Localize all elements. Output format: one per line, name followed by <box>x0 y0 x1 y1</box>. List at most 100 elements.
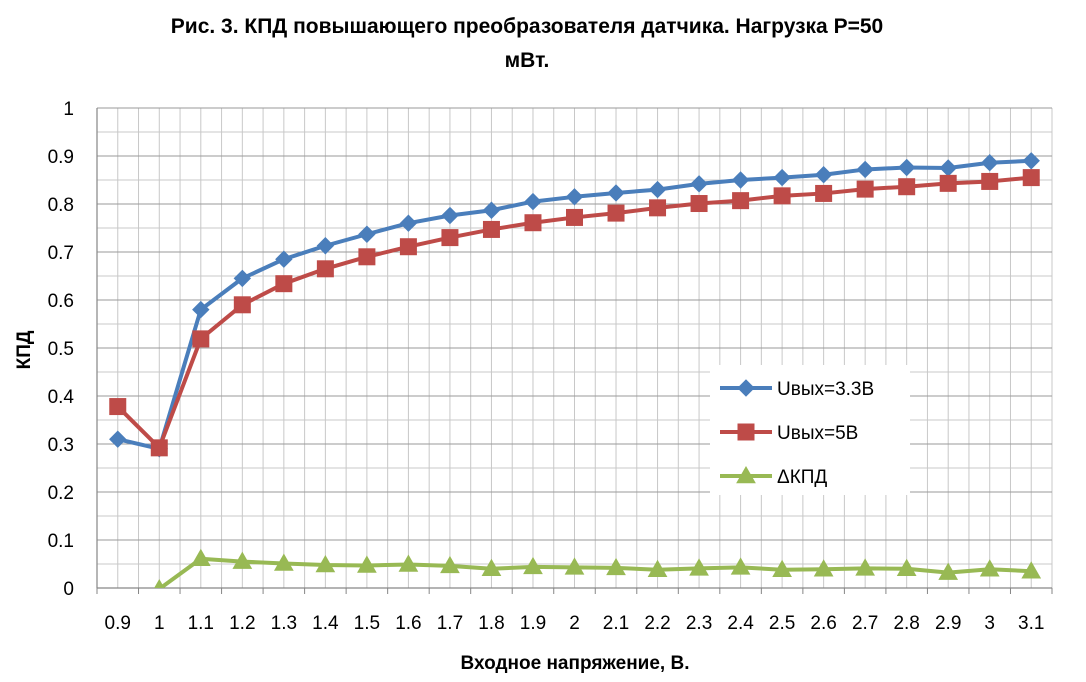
x-tick-label: 2 <box>569 613 580 634</box>
x-tick-label: 3 <box>984 613 995 634</box>
data-point <box>731 171 750 189</box>
gridlines <box>96 107 1053 589</box>
data-point <box>1021 561 1042 579</box>
data-point <box>606 557 626 576</box>
chart-title-line2: мВт. <box>505 49 550 72</box>
x-tick-label: 1.3 <box>271 613 297 634</box>
data-point <box>938 562 959 580</box>
y-tick-label: 0.4 <box>48 387 75 408</box>
data-point <box>192 300 210 319</box>
series-3 <box>154 548 1042 588</box>
data-point <box>524 214 542 232</box>
data-point <box>773 168 791 187</box>
data-point <box>565 188 584 206</box>
data-point <box>939 174 957 192</box>
y-tick-label: 0.7 <box>48 243 74 264</box>
x-tick-label: 2.2 <box>644 613 670 634</box>
legend-item-3: ΔКПД <box>720 465 827 488</box>
data-point <box>815 184 833 202</box>
data-point <box>856 180 874 198</box>
legend-marker <box>737 423 755 441</box>
y-tick-label: 0 <box>63 579 74 600</box>
y-tick-label: 0.1 <box>48 531 74 552</box>
data-point <box>275 250 293 268</box>
y-tick-label: 0.8 <box>48 195 74 216</box>
data-point <box>897 158 916 177</box>
series-layer <box>109 152 1042 588</box>
y-tick-label: 1 <box>63 99 74 120</box>
legend-item-2: Uвых=5В <box>720 423 858 444</box>
data-point <box>190 548 211 566</box>
data-point <box>273 553 294 571</box>
data-point <box>275 275 293 293</box>
x-tick-label: 1.4 <box>312 613 339 634</box>
data-point <box>773 187 791 205</box>
data-point <box>440 555 460 574</box>
data-point <box>607 204 625 222</box>
data-point <box>690 195 708 213</box>
y-tick-label: 0.2 <box>48 483 74 504</box>
data-point <box>232 551 253 569</box>
data-point <box>315 554 336 573</box>
x-tick-label: 1.5 <box>354 613 380 634</box>
x-tick-label: 2.8 <box>893 613 919 634</box>
legend-marker <box>736 465 756 484</box>
data-point <box>357 555 377 573</box>
data-point <box>482 201 501 219</box>
legend-marker <box>737 379 755 397</box>
data-point <box>855 558 876 576</box>
data-point <box>358 248 376 266</box>
x-tick-label: 2.9 <box>935 613 961 634</box>
x-tick-label: 1 <box>154 613 165 634</box>
x-tick-label: 1.6 <box>395 613 421 634</box>
data-point <box>939 159 957 177</box>
data-point <box>856 160 874 179</box>
data-point <box>441 206 459 225</box>
x-axis-title: Входное напряжение, В. <box>461 653 690 674</box>
x-tick-label: 2.1 <box>603 613 629 634</box>
data-point <box>649 199 667 217</box>
data-point <box>689 558 709 576</box>
data-point <box>647 559 668 578</box>
data-point <box>481 558 502 577</box>
series-line <box>158 556 1032 588</box>
x-tick-label: 3.1 <box>1018 613 1044 634</box>
x-tick-label: 0.9 <box>105 613 131 634</box>
x-tick-label: 2.3 <box>686 613 712 634</box>
x-tick-label: 1.7 <box>437 613 463 634</box>
data-point <box>482 220 500 238</box>
data-point <box>732 192 750 210</box>
data-point <box>1022 152 1040 170</box>
series-1 <box>109 152 1040 458</box>
legend: Uвых=3.3В Uвых=5В ΔКПД <box>710 365 910 495</box>
x-tick-label: 2.7 <box>852 613 878 634</box>
data-point <box>154 578 165 588</box>
axes <box>96 108 1053 594</box>
data-point <box>607 184 625 202</box>
data-point <box>399 238 417 256</box>
data-point <box>150 439 168 457</box>
x-tick-label: 1.1 <box>188 613 214 634</box>
x-tick-label: 1.8 <box>478 613 504 634</box>
x-tick-label: 2.5 <box>769 613 795 634</box>
data-point <box>358 225 376 243</box>
chart-title-line1: Рис. 3. КПД повышающего преобразователя … <box>171 15 883 38</box>
y-tick-label: 0.6 <box>48 291 74 312</box>
x-tick-label: 2.6 <box>810 613 836 634</box>
y-tick-label: 0.5 <box>48 339 74 360</box>
data-point <box>772 559 792 578</box>
data-point <box>813 559 834 577</box>
data-point <box>233 269 252 288</box>
data-point <box>981 172 999 190</box>
data-point <box>981 154 999 172</box>
x-tick-label: 1.2 <box>229 613 255 634</box>
y-tick-labels: 0 0.1 0.2 0.3 0.4 0.5 0.6 0.7 0.8 0.9 1 <box>48 99 75 600</box>
y-tick-label: 0.9 <box>48 147 74 168</box>
legend-label: ΔКПД <box>777 467 827 488</box>
data-point <box>523 556 543 575</box>
data-point <box>399 214 418 232</box>
data-point <box>233 296 251 314</box>
data-point <box>109 430 127 448</box>
x-tick-labels: 0.9 1 1.1 1.2 1.3 1.4 1.5 1.6 1.7 1.8 1.9 2 2.1 2.2 2.… <box>105 613 1045 634</box>
